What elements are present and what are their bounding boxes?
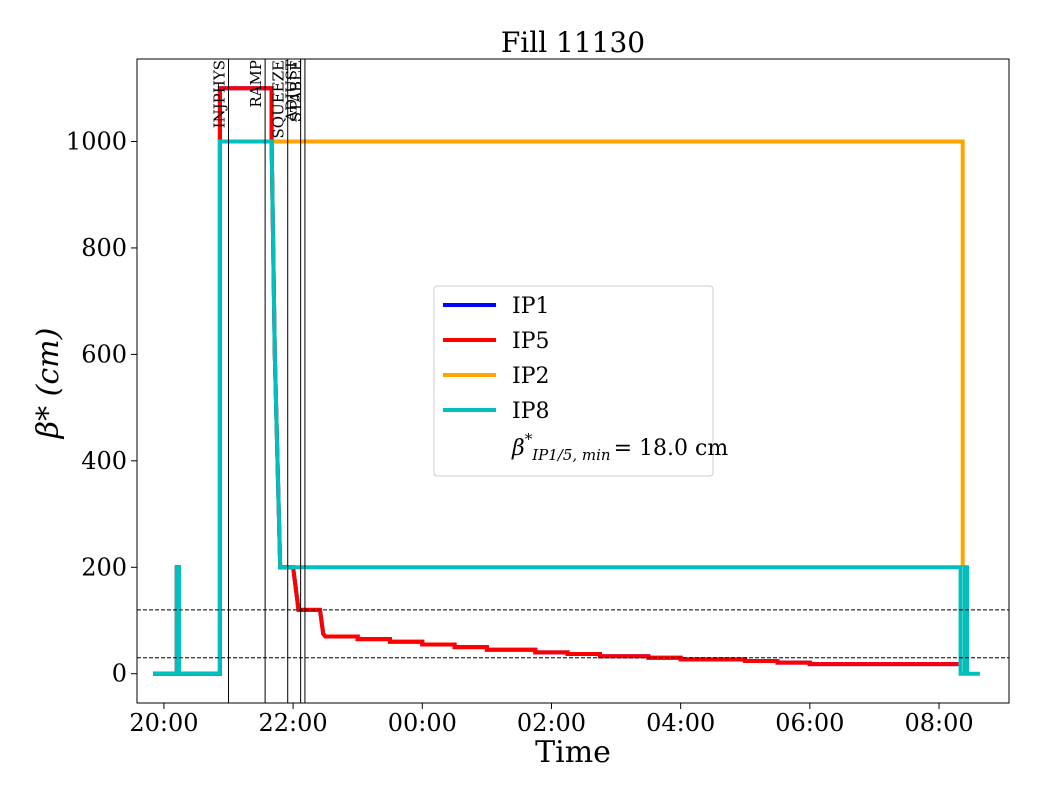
mode-label-stable: STABLE (287, 60, 305, 122)
series-line-ip8 (153, 139, 980, 676)
y-tick-label: 400 (81, 447, 127, 475)
x-axis-label: Time (535, 735, 611, 770)
x-tick-label: 04:00 (646, 709, 715, 737)
legend-label-ip2: IP2 (512, 364, 550, 389)
series-line-ip5 (153, 86, 959, 676)
plot-frame (136, 58, 1010, 704)
legend-label-ip8: IP8 (512, 399, 550, 424)
y-axis-label: β* (cm) (31, 328, 66, 440)
y-axis-ticks: 0 200 400 600 800 1000 (66, 127, 137, 688)
x-tick-label: 06:00 (775, 709, 844, 737)
series-line-ip2 (271, 139, 965, 568)
y-tick-label: 600 (81, 340, 127, 368)
legend-min-beta: β*IP1/5, min = 18.0 cm (511, 430, 728, 464)
legend: IP1 IP5 IP2 IP8 β*IP1/5, min = 18.0 cm (433, 285, 728, 477)
legend-min-beta-sup: * (525, 430, 533, 448)
y-tick-label: 0 (112, 660, 127, 688)
x-axis-ticks: 20:00 22:00 00:00 02:00 04:00 06:00 08:00 (129, 703, 974, 737)
x-tick-label: 20:00 (129, 709, 198, 737)
y-tick-label: 200 (81, 553, 127, 581)
legend-min-beta-value: = 18.0 cm (614, 436, 729, 461)
mode-label-injphys: INJPHYS (211, 60, 229, 128)
reference-lines (137, 609, 1009, 659)
y-tick-label: 800 (81, 234, 127, 262)
legend-box (433, 285, 714, 477)
chart-title: Fill 11130 (501, 26, 645, 59)
mode-label-adjust: ADJUST (283, 60, 301, 123)
legend-label-ip5: IP5 (512, 329, 550, 354)
x-tick-label: 08:00 (904, 709, 973, 737)
x-tick-label: 00:00 (388, 709, 457, 737)
x-tick-label: 02:00 (517, 709, 586, 737)
legend-min-beta-sub: IP1/5, min (531, 446, 610, 464)
mode-label-ramp: RAMP (247, 60, 265, 108)
legend-min-beta-symbol: β (511, 436, 525, 461)
plot-lines (153, 86, 980, 676)
y-tick-label: 1000 (66, 127, 127, 155)
legend-label-ip1: IP1 (512, 294, 550, 319)
mode-label-squeeze: SQUEEZE (270, 60, 288, 139)
x-tick-label: 22:00 (259, 709, 328, 737)
mode-lines (228, 59, 306, 703)
